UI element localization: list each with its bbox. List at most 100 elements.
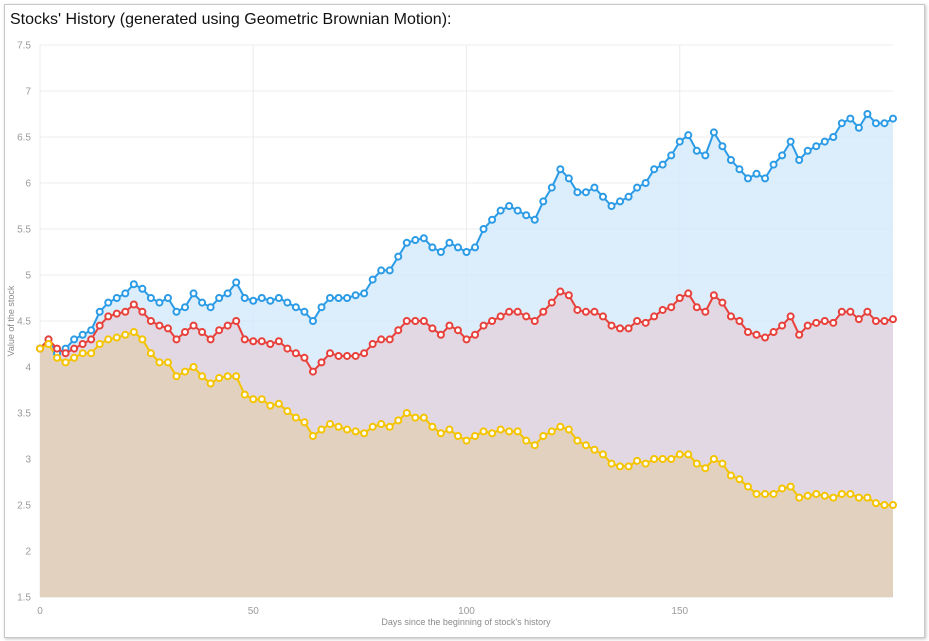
series-1-point[interactable] [343,351,352,360]
series-1-point[interactable] [573,305,582,314]
series-0-point[interactable] [778,151,787,160]
series-1-point[interactable] [78,340,87,348]
series-2-point[interactable] [462,436,471,445]
series-0-point[interactable] [530,215,539,224]
series-0-point[interactable] [95,307,104,316]
series-0-point[interactable] [402,238,411,247]
series-1-point[interactable] [61,349,70,358]
series-0-point[interactable] [752,169,761,178]
series-1-point[interactable] [138,307,147,316]
series-2-point[interactable] [163,358,172,367]
series-0-point[interactable] [419,234,428,243]
series-2-point[interactable] [581,441,590,450]
series-1-point[interactable] [650,312,659,321]
series-2-point[interactable] [743,482,752,491]
series-0-point[interactable] [505,202,514,210]
series-1-point[interactable] [462,335,471,344]
series-2-point[interactable] [453,432,462,440]
series-1-point[interactable] [803,321,812,330]
series-0-point[interactable] [377,266,386,275]
series-2-point[interactable] [786,482,795,491]
series-1-point[interactable] [70,344,79,353]
series-1-point[interactable] [778,321,787,330]
series-0-point[interactable] [846,114,855,123]
series-0-point[interactable] [761,174,770,183]
series-0-point[interactable] [385,266,394,275]
series-1-point[interactable] [471,330,480,339]
series-1-point[interactable] [633,317,642,325]
series-1-point[interactable] [641,318,650,327]
series-0-point[interactable] [837,119,846,128]
series-2-point[interactable] [266,401,275,410]
series-1-point[interactable] [863,307,872,316]
series-2-point[interactable] [829,493,838,502]
series-2-point[interactable] [769,489,778,498]
series-1-point[interactable] [795,330,804,339]
series-1-point[interactable] [530,317,539,325]
series-2-point[interactable] [377,420,386,429]
series-2-point[interactable] [61,358,70,367]
series-1-point[interactable] [377,335,386,344]
series-2-point[interactable] [223,372,232,381]
series-1-point[interactable] [829,318,838,327]
series-0-point[interactable] [436,248,445,256]
series-2-point[interactable] [283,407,292,416]
series-1-point[interactable] [547,298,556,307]
series-0-point[interactable] [445,238,454,247]
series-2-point[interactable] [334,422,343,431]
series-0-point[interactable] [351,291,360,300]
series-1-point[interactable] [283,344,292,353]
series-2-point[interactable] [198,372,207,381]
series-2-point[interactable] [95,340,104,348]
series-0-point[interactable] [112,294,121,302]
series-1-point[interactable] [496,312,505,321]
series-0-point[interactable] [803,146,812,155]
series-0-point[interactable] [198,298,207,307]
series-0-point[interactable] [633,183,642,192]
series-0-point[interactable] [573,188,582,197]
series-2-point[interactable] [616,462,625,471]
series-2-point[interactable] [650,455,659,463]
series-2-point[interactable] [146,349,155,358]
series-1-point[interactable] [155,321,164,330]
series-2-point[interactable] [240,390,249,399]
series-0-point[interactable] [598,192,607,201]
series-2-point[interactable] [360,429,369,438]
series-2-point[interactable] [846,489,855,498]
series-0-point[interactable] [471,243,480,252]
series-2-point[interactable] [530,441,539,450]
series-2-point[interactable] [215,374,224,383]
series-2-point[interactable] [547,427,556,436]
series-2-point[interactable] [419,413,428,422]
series-2-point[interactable] [701,464,710,473]
series-2-point[interactable] [206,379,215,388]
series-2-point[interactable] [112,333,121,342]
series-2-point[interactable] [803,491,812,500]
series-1-point[interactable] [189,321,198,330]
series-1-point[interactable] [360,349,369,358]
series-0-point[interactable] [812,142,821,151]
series-2-point[interactable] [300,418,309,427]
series-0-point[interactable] [283,298,292,307]
series-0-point[interactable] [667,151,676,160]
series-1-point[interactable] [624,324,633,333]
series-0-point[interactable] [607,202,616,210]
series-0-point[interactable] [453,243,462,252]
series-2-point[interactable] [78,349,87,358]
series-1-point[interactable] [522,312,531,321]
series-0-point[interactable] [223,289,232,298]
series-1-point[interactable] [436,330,445,339]
series-1-point[interactable] [709,291,718,300]
series-1-point[interactable] [87,335,96,344]
series-1-point[interactable] [394,326,403,335]
series-2-point[interactable] [53,353,62,362]
series-1-point[interactable] [291,349,300,358]
series-0-point[interactable] [889,114,897,123]
series-2-point[interactable] [692,459,701,468]
series-1-point[interactable] [112,309,121,318]
series-0-point[interactable] [871,119,880,128]
series-2-point[interactable] [778,484,787,493]
series-0-point[interactable] [78,330,87,339]
series-0-point[interactable] [343,294,352,302]
series-1-point[interactable] [121,307,130,316]
